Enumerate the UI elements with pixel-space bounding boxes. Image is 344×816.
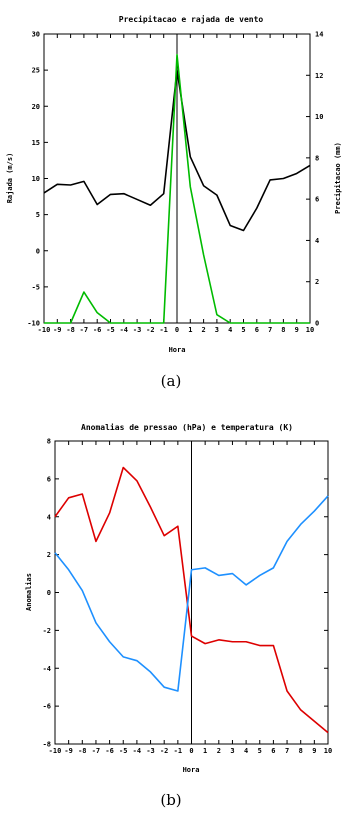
chart-a: Precipitacao e rajada de vento -10 -9 -8 -7… [6, 14, 342, 390]
x-tick-label: 4 [244, 747, 248, 755]
y-tick-label: 10 [32, 175, 40, 183]
y-tick-label: 0 [47, 589, 51, 597]
x-tick-label: 2 [201, 326, 205, 334]
chart-a-y-ticks: -10 -5 0 5 10 15 20 25 30 [27, 31, 48, 328]
x-tick-label: -4 [133, 747, 141, 755]
y-tick-label: -6 [43, 703, 51, 711]
x-tick-label: 1 [203, 747, 207, 755]
x-tick-label: 0 [189, 747, 193, 755]
x-tick-label: -5 [119, 747, 127, 755]
y2-tick-label: 14 [315, 31, 323, 39]
x-tick-label: -10 [38, 326, 51, 334]
series-line-1 [54, 495, 329, 692]
x-tick-label: -6 [93, 326, 101, 334]
x-tick-label: -3 [146, 747, 154, 755]
y2-tick-label: 0 [315, 320, 319, 328]
chart-a-xlabel: Hora [169, 346, 186, 354]
chart-b-title: Anomalias de pressao (hPa) e temperatura… [81, 422, 293, 432]
chart-a-caption: (a) [161, 372, 182, 390]
x-tick-label: -4 [120, 326, 128, 334]
x-tick-label: 7 [268, 326, 272, 334]
y-tick-label: 20 [32, 103, 40, 111]
y-tick-label: -2 [43, 627, 51, 635]
y2-tick-label: 4 [315, 237, 319, 245]
chart-b: Anomalias de pressao (hPa) e temperatura… [25, 422, 332, 809]
chart-a-title: Precipitacao e rajada de vento [119, 14, 264, 24]
y-tick-label: -5 [32, 283, 40, 291]
x-tick-label: 8 [299, 747, 303, 755]
series-line-1 [44, 53, 310, 324]
x-tick-label: -2 [160, 747, 168, 755]
y-tick-label: 6 [47, 475, 51, 483]
x-tick-label: 9 [295, 326, 299, 334]
x-tick-label: 5 [258, 747, 262, 755]
x-tick-label: -6 [105, 747, 113, 755]
y-tick-label: 5 [36, 211, 40, 219]
x-tick-label: 8 [281, 326, 285, 334]
y2-tick-label: 2 [315, 278, 319, 286]
x-tick-label: -7 [92, 747, 100, 755]
x-tick-label: -10 [49, 747, 62, 755]
y2-tick-label: 10 [315, 113, 323, 121]
x-tick-label: 3 [230, 747, 234, 755]
y2-tick-label: 8 [315, 154, 319, 162]
chart-b-ylabel: Anomalias [25, 573, 33, 611]
chart-b-x-ticks: -10 -9 -8 -7 -6 -5 -4 -3 -2 -1 0 1 2 3 4 5 6 7 8 9 10 [49, 441, 332, 755]
y-tick-label: -8 [43, 741, 51, 749]
y-tick-label: 15 [32, 139, 40, 147]
y-tick-label: -10 [27, 320, 40, 328]
x-tick-label: 2 [217, 747, 221, 755]
x-tick-label: -8 [78, 747, 86, 755]
x-tick-label: 3 [215, 326, 219, 334]
x-tick-label: 9 [312, 747, 316, 755]
chart-b-xlabel: Hora [183, 766, 200, 774]
y-tick-label: 8 [47, 438, 51, 446]
y2-tick-label: 6 [315, 196, 319, 204]
y-tick-label: -4 [43, 665, 51, 673]
y2-tick-label: 12 [315, 72, 323, 80]
x-tick-label: 0 [175, 326, 179, 334]
x-tick-label: 7 [285, 747, 289, 755]
x-tick-label: -9 [53, 326, 61, 334]
x-tick-label: 5 [241, 326, 245, 334]
chart-b-y-ticks: -8 -6 -4 -2 0 2 4 6 8 [43, 438, 328, 749]
y-tick-label: 4 [47, 513, 51, 521]
chart-a-ylabel: Rajada (m/s) [6, 153, 14, 204]
y-tick-label: 2 [47, 551, 51, 559]
y-tick-label: 25 [32, 67, 40, 75]
x-tick-label: 6 [255, 326, 259, 334]
x-tick-label: 1 [188, 326, 192, 334]
y-tick-label: 30 [32, 31, 40, 39]
y-tick-label: 0 [36, 247, 40, 255]
chart-a-y2label: Precipitacao (mm) [334, 142, 342, 214]
series-line-0 [54, 466, 329, 734]
x-tick-label: -8 [66, 326, 74, 334]
x-tick-label: -1 [174, 747, 182, 755]
x-tick-label: 4 [228, 326, 232, 334]
x-tick-label: -7 [80, 326, 88, 334]
chart-b-series [54, 466, 329, 734]
chart-a-y2-ticks: 0 2 4 6 8 10 12 14 [306, 31, 323, 328]
chart-b-caption: (b) [160, 791, 181, 809]
chart-a-series [43, 53, 311, 324]
x-tick-label: -3 [133, 326, 141, 334]
x-tick-label: -2 [146, 326, 154, 334]
x-tick-label: 6 [271, 747, 275, 755]
x-tick-label: 10 [306, 326, 314, 334]
x-tick-label: 10 [324, 747, 332, 755]
x-tick-label: -9 [64, 747, 72, 755]
x-tick-label: -1 [159, 326, 167, 334]
x-tick-label: -5 [106, 326, 114, 334]
